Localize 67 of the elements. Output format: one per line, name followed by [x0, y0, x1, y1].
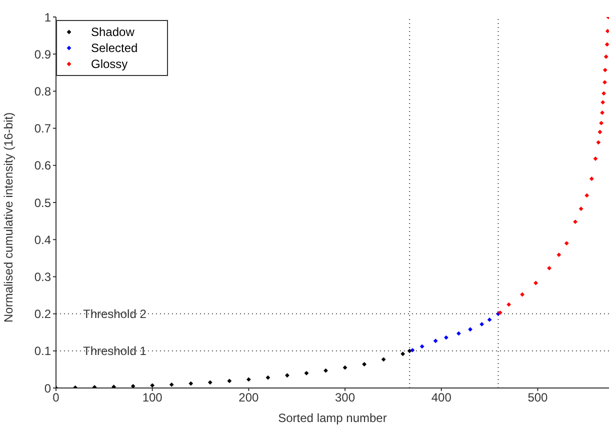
point [506, 302, 512, 307]
point [444, 335, 448, 340]
point [362, 362, 366, 366]
point [600, 100, 606, 105]
point [342, 365, 348, 370]
point [602, 68, 608, 72]
point [112, 384, 116, 388]
y-tick-label: 0.3 [34, 270, 52, 284]
point [456, 331, 461, 336]
legend-label: Selected [91, 40, 138, 56]
point [596, 140, 601, 145]
point [150, 383, 155, 388]
point [604, 42, 609, 47]
point [420, 344, 424, 349]
point [246, 377, 251, 382]
point [304, 370, 309, 376]
y-tick-label: 0.4 [34, 232, 52, 247]
point [547, 266, 552, 270]
point [605, 28, 609, 34]
point [400, 352, 406, 356]
y-axis-title: Normalised cumulative intensity (16-bit) [1, 112, 16, 322]
point [381, 357, 386, 362]
y-tick-label: 0.7 [34, 122, 52, 136]
x-axis-title: Sorted lamp number [278, 411, 387, 425]
x-tick-label: 200 [238, 390, 260, 405]
legend-label: Shadow [91, 24, 134, 40]
ref-line-label: Threshold 2 [83, 307, 147, 322]
point [130, 384, 136, 388]
y-tick-label: 1 [44, 10, 52, 24]
point [73, 385, 78, 388]
point [564, 241, 569, 246]
ref-line-label: Threshold 1 [83, 344, 147, 358]
point [208, 380, 212, 385]
point [266, 375, 270, 380]
point [584, 193, 590, 198]
y-tick-label: 0 [44, 381, 52, 396]
x-tick-label: 400 [431, 390, 452, 405]
point [487, 318, 492, 322]
y-tick-label: 0.6 [34, 158, 52, 173]
point [227, 378, 232, 384]
y-tick-label: 0.1 [34, 344, 52, 358]
x-tick-label: 100 [142, 390, 163, 405]
y-tick-label: 0.5 [34, 196, 52, 210]
point [598, 130, 602, 134]
point [468, 327, 472, 332]
point [599, 120, 604, 126]
point [433, 338, 438, 344]
y-tick-label: 0.2 [34, 307, 52, 322]
point [600, 110, 604, 115]
point [556, 252, 562, 258]
point [188, 381, 194, 386]
legend-label: Glossy [91, 56, 128, 72]
point [573, 220, 578, 224]
point [578, 206, 584, 212]
point [589, 176, 594, 181]
point [602, 80, 607, 84]
point [480, 322, 484, 326]
point [324, 368, 328, 373]
point [169, 382, 174, 387]
x-tick-label: 500 [528, 390, 548, 405]
point [602, 91, 606, 96]
point [604, 54, 608, 59]
y-tick-label: 0.8 [34, 84, 52, 98]
point [410, 348, 415, 352]
x-tick-label: 300 [335, 390, 356, 405]
point [285, 373, 290, 378]
y-tick-label: 0.9 [34, 47, 52, 62]
